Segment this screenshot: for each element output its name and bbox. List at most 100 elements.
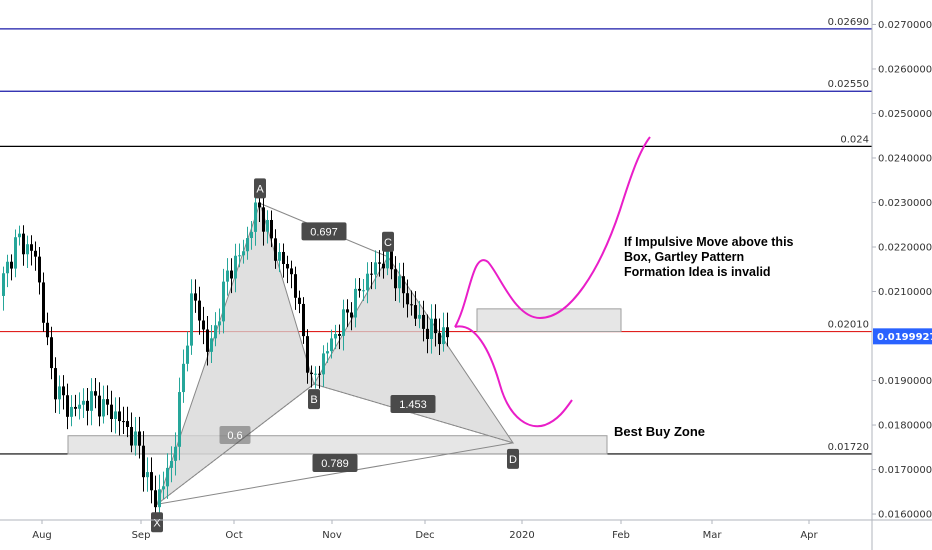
candle-body	[158, 489, 161, 508]
candle-body	[90, 391, 93, 411]
candle-body	[150, 472, 153, 491]
candle-body	[94, 391, 97, 396]
candle-body	[210, 338, 213, 352]
candle-body	[30, 244, 33, 251]
candle-body	[330, 338, 333, 352]
candle-body	[390, 249, 393, 270]
level-label: 0.02690	[828, 17, 869, 28]
candle-body	[66, 395, 69, 417]
candle-body	[314, 373, 317, 375]
candle-body	[262, 207, 265, 232]
xb-line	[156, 383, 315, 505]
candle-body	[258, 202, 261, 208]
candle-body	[266, 219, 269, 232]
candle-body	[138, 431, 141, 446]
candle-body	[50, 337, 53, 369]
candle-body	[442, 327, 445, 345]
candle-body	[378, 262, 381, 264]
candle-body	[214, 325, 217, 339]
time-tick-label: Apr	[800, 530, 818, 541]
candle-body	[182, 363, 185, 393]
current-price-tag	[873, 328, 932, 345]
candle-body	[222, 281, 225, 322]
candle-body	[342, 309, 345, 336]
candle-body	[54, 368, 57, 400]
candle-body	[42, 282, 45, 323]
candle-body	[246, 238, 249, 252]
candle-body	[362, 290, 365, 292]
candle-body	[234, 255, 237, 279]
candle-body	[154, 490, 157, 508]
buy-zone-box	[67, 435, 608, 455]
candle-body	[10, 261, 13, 269]
candle-body	[166, 467, 169, 487]
candle-body	[58, 386, 61, 400]
point-b-badge	[308, 389, 320, 410]
candle-body	[434, 318, 437, 334]
candle-body	[438, 333, 441, 345]
level-label: 0.024	[840, 134, 869, 145]
xd-line	[156, 442, 514, 505]
candle-body	[134, 431, 137, 446]
candle-body	[418, 314, 421, 319]
candle-body	[14, 237, 17, 269]
candle-body	[422, 314, 425, 329]
candle-body	[242, 251, 245, 256]
candle-body	[270, 219, 273, 239]
price-tick-label: 0.01600000	[878, 510, 932, 521]
candle-body	[370, 273, 373, 275]
candle-body	[146, 472, 149, 478]
candle-body	[406, 293, 409, 305]
point-b-label: B	[310, 394, 317, 406]
ratio-badge	[219, 426, 251, 444]
candle-body	[426, 328, 429, 340]
ratio-badge	[390, 395, 436, 413]
point-x-label: X	[153, 517, 161, 529]
candle-body	[114, 411, 117, 420]
candle-body	[34, 250, 37, 257]
candle-body	[202, 320, 205, 330]
ratio-label: 0.697	[310, 226, 338, 238]
time-tick-label: Sep	[132, 530, 151, 541]
candle-body	[186, 345, 189, 364]
candle-body	[366, 273, 369, 291]
invalidation-note: If Impulsive Move above this Box, Gartle…	[624, 235, 794, 279]
candle-body	[230, 270, 233, 279]
candle-body	[78, 404, 81, 409]
ratio-label: 1.453	[399, 399, 427, 411]
candle-body	[350, 312, 353, 318]
candle-body	[274, 238, 277, 261]
candle-body	[322, 353, 325, 375]
candle-body	[2, 273, 5, 296]
candle-body	[206, 329, 209, 352]
candle-body	[446, 327, 449, 338]
level-label: 0.02550	[828, 79, 869, 90]
time-tick-label: Feb	[612, 530, 630, 541]
candle-body	[118, 411, 121, 422]
ratio-label: 0.6	[227, 430, 242, 442]
candle-body	[310, 372, 313, 375]
time-tick-label: Mar	[703, 530, 723, 541]
candle-body	[130, 426, 133, 446]
candle-body	[22, 233, 25, 255]
point-d-label: D	[509, 454, 517, 466]
bd-line	[313, 383, 514, 444]
candle-body	[226, 270, 229, 282]
time-tick-label: Aug	[32, 530, 52, 541]
candle-body	[278, 251, 281, 261]
xab-triangle	[155, 201, 315, 506]
candle-body	[106, 399, 109, 405]
candle-body	[358, 288, 361, 291]
candle-body	[82, 400, 85, 405]
candle-body	[74, 406, 77, 409]
candle-body	[38, 256, 41, 283]
candle-body	[298, 297, 301, 304]
candle-body	[382, 263, 385, 269]
candle-body	[162, 486, 165, 490]
